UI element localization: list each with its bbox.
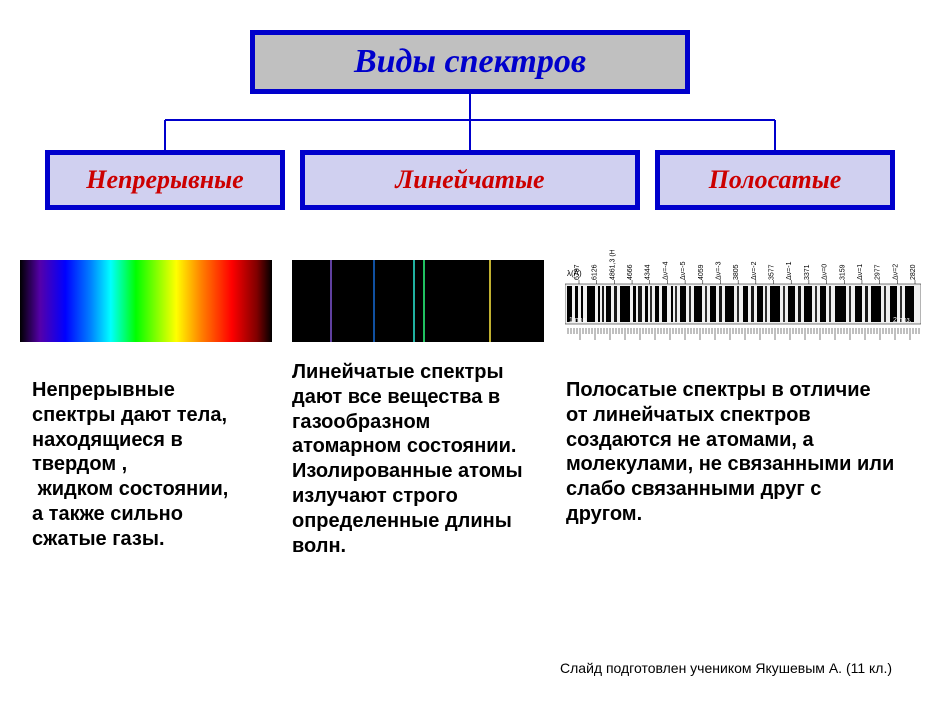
svg-text:Δν=-4: Δν=-4	[662, 261, 669, 280]
title-text: Виды спектров	[354, 43, 586, 81]
svg-text:4059: 4059	[698, 264, 705, 280]
svg-text:2977: 2977	[875, 264, 882, 280]
branch-label-line: Линейчатые	[395, 165, 544, 195]
svg-text:6787: 6787	[574, 264, 581, 280]
svg-text:3159: 3159	[839, 264, 846, 280]
line-spectrum	[292, 260, 544, 342]
svg-text:3371: 3371	[804, 264, 811, 280]
svg-text:Δν=1: Δν=1	[857, 264, 864, 280]
desc-line: Линейчатые спектры дают все вещества в г…	[292, 360, 524, 558]
svg-text:Δν=-3: Δν=-3	[715, 261, 722, 280]
branch-label-continuous: Непрерывные	[86, 165, 243, 195]
svg-text:4344: 4344	[645, 264, 652, 280]
svg-text:4666: 4666	[627, 264, 634, 280]
title-box: Виды спектров	[250, 30, 690, 94]
svg-text:2 поз.: 2 поз.	[893, 317, 912, 324]
svg-text:3577: 3577	[769, 264, 776, 280]
svg-text:Δν=2: Δν=2	[892, 264, 899, 280]
slide: Виды спектров Непрерывные Линейчатые Пол…	[0, 0, 940, 705]
branch-box-line: Линейчатые	[300, 150, 640, 210]
svg-text:Δν=-2: Δν=-2	[751, 261, 758, 280]
branch-box-continuous: Непрерывные	[45, 150, 285, 210]
branch-label-band: Полосатые	[709, 165, 842, 195]
continuous-spectrum	[20, 260, 272, 342]
svg-text:3805: 3805	[733, 264, 740, 280]
svg-text:6126: 6126	[592, 264, 599, 280]
svg-text:Δν=0: Δν=0	[822, 264, 829, 280]
tree-connectors	[0, 0, 940, 705]
branch-box-band: Полосатые	[655, 150, 895, 210]
footer-credit: Слайд подготовлен учеником Якушевым А. (…	[560, 660, 892, 676]
desc-band: Полосатые спектры в отличие от линейчаты…	[566, 378, 896, 527]
svg-text:4861,3 (Hβ): 4861,3 (Hβ)	[609, 250, 616, 280]
svg-text:Δν=-5: Δν=-5	[680, 261, 687, 280]
desc-continuous: Непрерывные спектры дают тела, находящие…	[32, 378, 232, 552]
band-spectrum: λ(Å)678761264861,3 (Hβ)46664344Δν=-4Δν=-…	[565, 250, 921, 348]
svg-text:Δν=-1: Δν=-1	[786, 261, 793, 280]
svg-text:1 поз.: 1 поз.	[569, 317, 588, 324]
svg-text:2820: 2820	[910, 264, 917, 280]
